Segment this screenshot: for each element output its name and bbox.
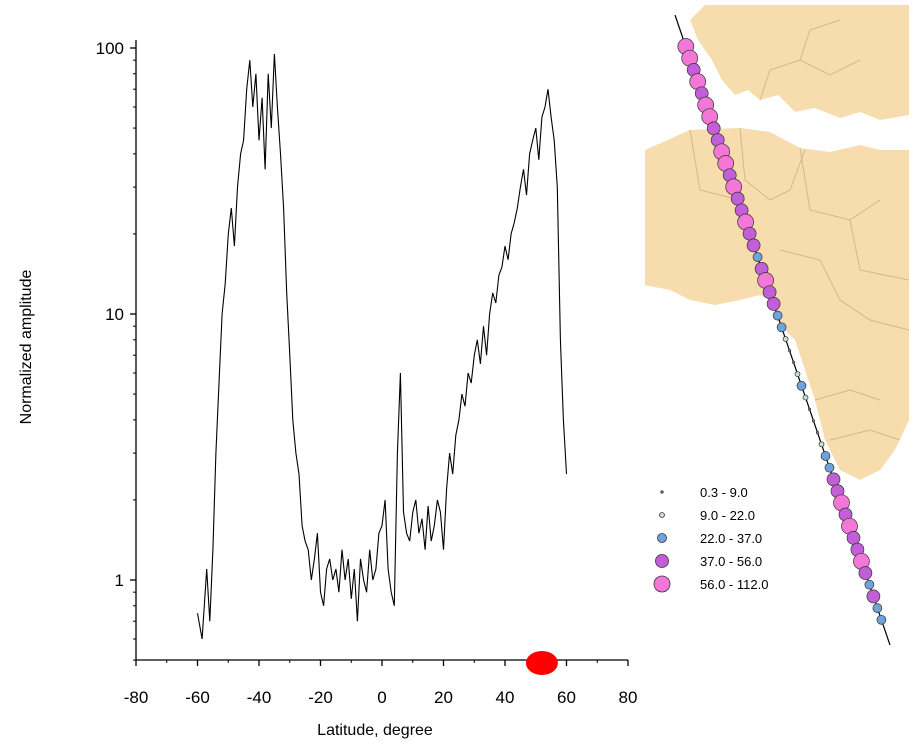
map-border-line [779, 249, 909, 331]
legend-label: 37.0 - 56.0 [700, 554, 762, 569]
track-amplitude-circle [807, 407, 812, 411]
map-border-line [689, 129, 741, 201]
location-marker [525, 651, 558, 675]
map-border-line [829, 429, 901, 441]
track-amplitude-circle [706, 121, 721, 136]
x-tick-label: -20 [308, 688, 333, 707]
africa-map: 0.3 - 9.0 9.0 - 22.0 22.0 - 37.0 37.0 - 56.… [645, 5, 909, 646]
x-tick-label: -80 [124, 688, 149, 707]
track-amplitude-circle [742, 226, 757, 241]
map-legend: 0.3 - 9.0 9.0 - 22.0 22.0 - 37.0 37.0 - 56.… [653, 485, 768, 593]
track-amplitude-circle [766, 297, 781, 311]
legend-symbol [655, 554, 669, 568]
map-border-line [739, 127, 806, 201]
track-amplitude-circle [824, 462, 835, 473]
track-amplitude-circle [792, 360, 796, 364]
map-border-line [799, 147, 881, 221]
y-tick-label: 10 [105, 305, 124, 324]
track-amplitude-circle [788, 349, 792, 353]
legend-label: 56.0 - 112.0 [700, 577, 768, 592]
map-border-line [814, 389, 881, 401]
amplitude-series-line [196, 53, 568, 640]
track-amplitude-circle [815, 431, 820, 435]
x-tick-label: 20 [434, 688, 453, 707]
legend-symbol [653, 575, 671, 593]
x-tick-label: 40 [496, 688, 515, 707]
legend-label: 22.0 - 37.0 [700, 531, 762, 546]
map-border-line [849, 219, 909, 281]
track-amplitude-circle [872, 603, 883, 613]
track-amplitude-circle [772, 310, 783, 321]
track-amplitude-circle [858, 566, 873, 580]
x-tick-label: 60 [557, 688, 576, 707]
x-axis-ticks: -80 -60 -40 -20 0 20 40 60 80 [124, 660, 638, 707]
amplitude-latitude-chart: 1 10 100 -80 -60 -40 -20 0 20 40 60 80 Latitude, d… [18, 39, 637, 739]
map-borders [689, 19, 909, 441]
x-tick-label: -60 [185, 688, 210, 707]
y-tick-label: 1 [115, 571, 124, 590]
track-amplitude-circle [846, 531, 861, 545]
track-amplitude-circle [864, 579, 875, 590]
track-amplitude-circle [820, 451, 831, 461]
track-amplitude-circle [794, 371, 801, 377]
track-amplitude-circle [811, 419, 816, 423]
track-amplitude-circle [746, 238, 761, 253]
track-amplitude-circle [730, 191, 745, 206]
x-tick-label: -40 [247, 688, 272, 707]
track-amplitude-circle [876, 614, 887, 625]
y-axis-title: Normalized amplitude [18, 270, 35, 425]
x-axis-title: Latitude, degree [317, 722, 433, 739]
track-amplitude-circle [762, 285, 777, 300]
track-amplitude-circle [826, 472, 841, 487]
x-tick-label: 80 [619, 688, 638, 707]
track-amplitude-circle [796, 380, 807, 391]
map-land-europe [690, 5, 909, 120]
x-tick-label: 0 [377, 688, 386, 707]
track-amplitude-circle [866, 589, 881, 604]
legend-label: 9.0 - 22.0 [700, 508, 755, 523]
track-amplitude-circle [802, 394, 809, 401]
legend-symbol [657, 533, 667, 543]
track-amplitude-circle [782, 336, 789, 342]
legend-label: 0.3 - 9.0 [700, 485, 748, 500]
track-amplitude-circles [677, 38, 887, 625]
track-amplitude-circle [752, 252, 763, 262]
y-tick-label: 100 [96, 39, 124, 58]
track-amplitude-circle [776, 322, 787, 333]
map-border-line [799, 19, 841, 61]
legend-symbol [659, 512, 665, 518]
legend-symbol [660, 490, 664, 494]
y-axis-ticks: 1 10 100 [96, 39, 136, 661]
track-amplitude-circle [818, 441, 825, 448]
